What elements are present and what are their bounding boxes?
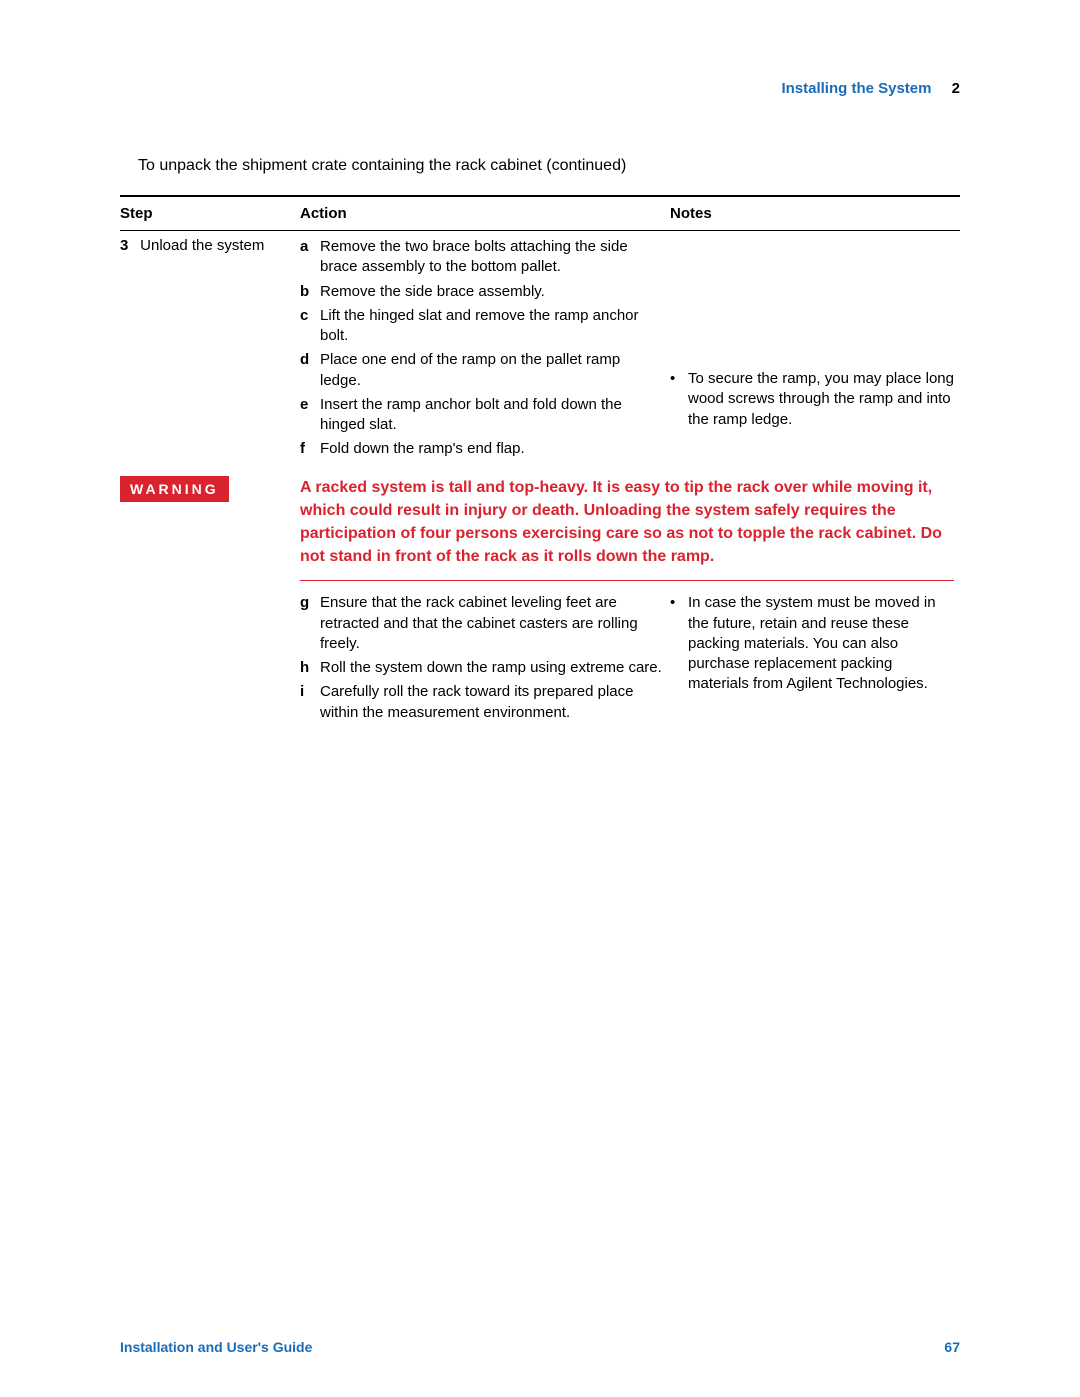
action-item: fFold down the ramp's end flap. [300, 439, 664, 459]
chapter-number: 2 [952, 80, 960, 97]
note-spacer [670, 237, 954, 369]
step-cell: 3 Unload the system [120, 231, 300, 470]
procedure-table: Step Action Notes 3 Unload the system aR… [120, 197, 960, 733]
warning-label: WARNING [120, 476, 229, 502]
warning-rule [300, 580, 954, 581]
notes-cell-part2: • In case the system must be moved in th… [670, 587, 960, 733]
page-header: Installing the System 2 [120, 80, 960, 97]
action-text: Roll the system down the ramp using extr… [320, 658, 664, 678]
warning-text-cell: A racked system is tall and top-heavy. I… [300, 470, 960, 588]
action-letter: i [300, 682, 320, 702]
action-cell-part2: gEnsure that the rack cabinet leveling f… [300, 587, 670, 733]
note-text: To secure the ramp, you may place long w… [688, 369, 954, 430]
action-letter: d [300, 350, 320, 370]
action-text: Insert the ramp anchor bolt and fold dow… [320, 395, 664, 436]
action-letter: g [300, 593, 320, 613]
action-text: Lift the hinged slat and remove the ramp… [320, 306, 664, 347]
section-subtitle: To unpack the shipment crate containing … [138, 157, 960, 175]
page-footer: Installation and User's Guide 67 [120, 1339, 960, 1355]
note-text: In case the system must be moved in the … [688, 593, 954, 694]
step-number: 3 [120, 237, 136, 254]
action-letter: h [300, 658, 320, 678]
table-row: 3 Unload the system aRemove the two brac… [120, 231, 960, 470]
action-item: eInsert the ramp anchor bolt and fold do… [300, 395, 664, 436]
footer-left: Installation and User's Guide [120, 1339, 312, 1355]
action-text: Ensure that the rack cabinet leveling fe… [320, 593, 664, 654]
step-label: Unload the system [140, 237, 264, 254]
step-cell-empty [120, 587, 300, 733]
action-letter: c [300, 306, 320, 326]
action-item: hRoll the system down the ramp using ext… [300, 658, 664, 678]
action-letter: a [300, 237, 320, 257]
bullet-icon: • [670, 593, 688, 613]
action-item: bRemove the side brace assembly. [300, 282, 664, 302]
col-header-action: Action [300, 197, 670, 230]
note-item: • In case the system must be moved in th… [670, 593, 954, 694]
warning-label-cell: WARNING [120, 470, 300, 588]
action-text: Fold down the ramp's end flap. [320, 439, 664, 459]
action-letter: e [300, 395, 320, 415]
warning-text: A racked system is tall and top-heavy. I… [300, 476, 954, 569]
action-item: iCarefully roll the rack toward its prep… [300, 682, 664, 723]
note-item: • To secure the ramp, you may place long… [670, 369, 954, 430]
table-header-row: Step Action Notes [120, 197, 960, 230]
action-text: Carefully roll the rack toward its prepa… [320, 682, 664, 723]
action-item: cLift the hinged slat and remove the ram… [300, 306, 664, 347]
col-header-notes: Notes [670, 197, 960, 230]
table-row: gEnsure that the rack cabinet leveling f… [120, 587, 960, 733]
col-header-step: Step [120, 197, 300, 230]
action-text: Remove the two brace bolts attaching the… [320, 237, 664, 278]
action-cell-part1: aRemove the two brace bolts attaching th… [300, 231, 670, 470]
header-title: Installing the System [781, 80, 931, 97]
action-letter: f [300, 439, 320, 459]
action-item: dPlace one end of the ramp on the pallet… [300, 350, 664, 391]
notes-cell-part1: • To secure the ramp, you may place long… [670, 231, 960, 470]
action-item: gEnsure that the rack cabinet leveling f… [300, 593, 664, 654]
action-text: Remove the side brace assembly. [320, 282, 664, 302]
footer-page-number: 67 [944, 1339, 960, 1355]
page-container: Installing the System 2 To unpack the sh… [0, 0, 1080, 1397]
warning-row: WARNING A racked system is tall and top-… [120, 470, 960, 588]
action-text: Place one end of the ramp on the pallet … [320, 350, 664, 391]
bullet-icon: • [670, 369, 688, 389]
action-item: aRemove the two brace bolts attaching th… [300, 237, 664, 278]
action-letter: b [300, 282, 320, 302]
